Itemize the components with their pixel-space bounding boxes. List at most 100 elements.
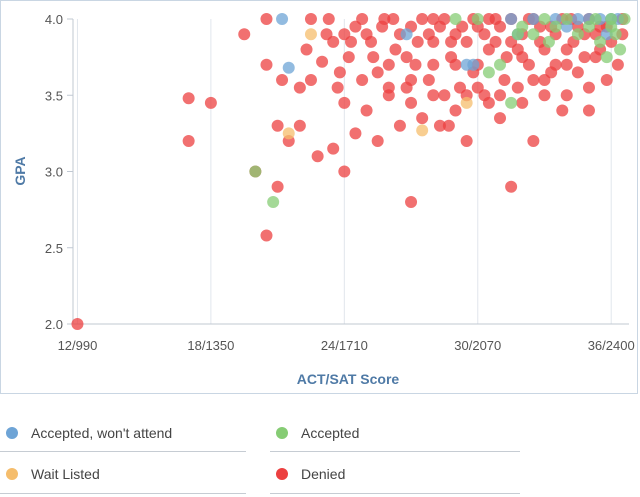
- point-denied[interactable]: [511, 43, 524, 56]
- point-denied[interactable]: [505, 180, 518, 193]
- point-denied[interactable]: [409, 58, 422, 71]
- point-denied[interactable]: [433, 119, 446, 132]
- point-accepted[interactable]: [542, 35, 555, 48]
- point-denied[interactable]: [400, 51, 413, 64]
- point-denied[interactable]: [327, 35, 340, 48]
- point-accepted[interactable]: [618, 13, 631, 25]
- legend-item-accepted-wont-attend[interactable]: Accepted, won't attend: [0, 418, 172, 448]
- point-denied[interactable]: [405, 74, 418, 86]
- point-accepted[interactable]: [516, 20, 529, 33]
- point-denied[interactable]: [338, 96, 351, 109]
- point-denied[interactable]: [482, 13, 495, 25]
- point-denied[interactable]: [271, 180, 284, 193]
- point-denied[interactable]: [511, 81, 524, 94]
- point-denied[interactable]: [367, 51, 380, 64]
- point-denied[interactable]: [393, 119, 406, 132]
- point-accepted[interactable]: [614, 43, 627, 56]
- point-denied[interactable]: [293, 119, 306, 132]
- point-accepted[interactable]: [594, 35, 607, 48]
- point-accepted[interactable]: [471, 13, 484, 25]
- point-denied[interactable]: [460, 35, 473, 48]
- legend-item-wait-listed[interactable]: Wait Listed: [0, 459, 100, 489]
- point-accepted-won-t-attend[interactable]: [527, 13, 540, 25]
- point-denied[interactable]: [460, 135, 473, 147]
- point-accepted[interactable]: [494, 58, 507, 71]
- point-accepted[interactable]: [560, 13, 573, 25]
- point-wait-listed[interactable]: [282, 127, 295, 140]
- point-denied[interactable]: [293, 81, 306, 94]
- point-denied[interactable]: [600, 74, 613, 86]
- point-denied[interactable]: [527, 74, 540, 86]
- point-denied[interactable]: [382, 81, 395, 94]
- point-denied[interactable]: [204, 96, 217, 109]
- point-denied[interactable]: [333, 66, 346, 79]
- point-denied[interactable]: [560, 58, 573, 71]
- point-denied[interactable]: [422, 74, 435, 86]
- point-accepted[interactable]: [505, 96, 518, 109]
- point-denied[interactable]: [494, 20, 507, 33]
- point-denied[interactable]: [360, 104, 373, 117]
- point-denied[interactable]: [389, 43, 402, 56]
- point-denied[interactable]: [71, 318, 84, 330]
- point-denied[interactable]: [489, 35, 502, 48]
- point-denied[interactable]: [411, 35, 424, 48]
- point-denied[interactable]: [304, 13, 317, 25]
- point-denied[interactable]: [356, 13, 369, 25]
- point-denied[interactable]: [304, 74, 317, 86]
- point-denied[interactable]: [498, 74, 511, 86]
- point-denied[interactable]: [276, 74, 289, 86]
- point-accepted[interactable]: [482, 66, 495, 79]
- point-denied[interactable]: [360, 28, 373, 41]
- point-denied[interactable]: [260, 13, 273, 25]
- legend-item-denied[interactable]: Denied: [270, 459, 345, 489]
- point-denied[interactable]: [522, 58, 535, 71]
- point-accepted[interactable]: [549, 20, 562, 33]
- point-denied[interactable]: [300, 43, 313, 56]
- point-denied[interactable]: [356, 74, 369, 86]
- point-denied[interactable]: [182, 135, 195, 147]
- point-accepted-won-t-attend[interactable]: [400, 28, 413, 41]
- point-denied[interactable]: [182, 92, 195, 105]
- point-denied[interactable]: [494, 89, 507, 102]
- point-denied[interactable]: [494, 112, 507, 125]
- point-denied[interactable]: [371, 135, 384, 147]
- point-wait-listed[interactable]: [460, 96, 473, 109]
- point-denied[interactable]: [449, 58, 462, 71]
- point-denied[interactable]: [427, 89, 440, 102]
- point-denied[interactable]: [405, 196, 418, 208]
- point-denied[interactable]: [349, 127, 362, 140]
- point-denied[interactable]: [438, 13, 451, 25]
- point-denied[interactable]: [427, 58, 440, 71]
- point-denied[interactable]: [331, 81, 344, 94]
- point-denied[interactable]: [611, 58, 624, 71]
- point-accepted[interactable]: [571, 28, 584, 41]
- point-accepted[interactable]: [267, 196, 280, 208]
- point-denied[interactable]: [516, 96, 529, 109]
- point-denied[interactable]: [260, 58, 273, 71]
- point-denied[interactable]: [345, 35, 357, 48]
- point-accepted[interactable]: [527, 28, 540, 41]
- point-denied[interactable]: [405, 96, 418, 109]
- point-denied[interactable]: [571, 66, 584, 79]
- point-denied[interactable]: [342, 51, 355, 64]
- point-denied[interactable]: [422, 28, 435, 41]
- point-denied[interactable]: [538, 74, 551, 86]
- point-accepted-won-t-attend[interactable]: [276, 13, 289, 25]
- point-denied[interactable]: [478, 28, 491, 41]
- point-denied[interactable]: [471, 81, 484, 94]
- point-denied[interactable]: [387, 13, 400, 25]
- point-accepted[interactable]: [538, 13, 551, 25]
- point-denied[interactable]: [416, 13, 429, 25]
- point-denied[interactable]: [538, 89, 551, 102]
- point-accepted-won-t-attend[interactable]: [282, 61, 295, 74]
- point-denied[interactable]: [371, 66, 384, 79]
- point-accepted-won-t-attend[interactable]: [505, 13, 518, 25]
- point-accepted-won-t-attend[interactable]: [571, 13, 584, 25]
- point-denied[interactable]: [449, 104, 462, 117]
- point-denied[interactable]: [582, 104, 595, 117]
- point-accepted[interactable]: [600, 51, 613, 64]
- point-denied[interactable]: [445, 35, 458, 48]
- point-wait-listed[interactable]: [416, 124, 429, 137]
- point-accepted[interactable]: [449, 13, 462, 25]
- point-accepted[interactable]: [589, 13, 602, 25]
